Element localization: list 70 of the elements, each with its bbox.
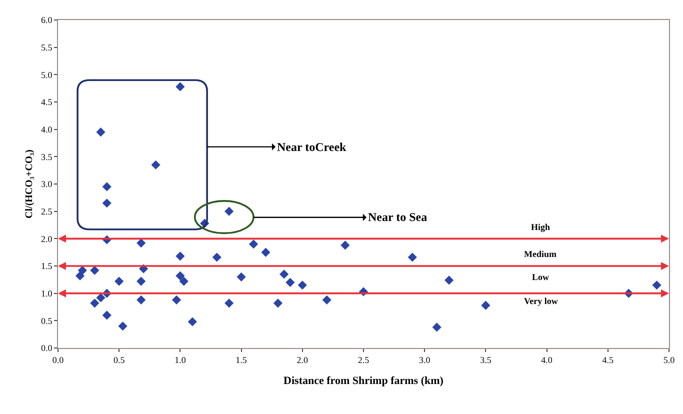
y-tick-label: 2.0 bbox=[40, 234, 53, 244]
x-tick-label: 1.5 bbox=[236, 354, 248, 365]
y-tick-label: 3.0 bbox=[40, 179, 53, 190]
x-axis-title: Distance from Shrimp farms (km) bbox=[284, 375, 444, 387]
point bbox=[114, 276, 124, 286]
point bbox=[280, 270, 289, 279]
point bbox=[408, 252, 417, 262]
point bbox=[432, 322, 442, 332]
point bbox=[322, 295, 332, 304]
annotation: Near toCreek bbox=[277, 140, 347, 154]
y-tick-label: 6.0 bbox=[40, 15, 53, 26]
point bbox=[179, 276, 188, 286]
y-tick-label: 5.5 bbox=[40, 42, 53, 52]
y-tick-label: 0.5 bbox=[40, 316, 53, 326]
x-tick-label: 1.0 bbox=[174, 354, 186, 365]
x-tick-label: 2.0 bbox=[296, 354, 309, 365]
x-tick-label: 5.0 bbox=[663, 354, 676, 365]
point bbox=[481, 300, 490, 310]
annotation: High bbox=[531, 222, 550, 232]
point bbox=[90, 298, 100, 308]
y-tick-label: 4.0 bbox=[40, 124, 53, 134]
x-tick-label: 3.0 bbox=[418, 354, 431, 365]
x-tick-label: 2.5 bbox=[358, 354, 370, 365]
x-tick-label: 0.0 bbox=[52, 354, 64, 365]
point bbox=[176, 252, 185, 261]
point bbox=[102, 198, 112, 208]
point bbox=[286, 278, 295, 287]
point bbox=[224, 206, 234, 216]
point bbox=[261, 248, 270, 257]
point bbox=[96, 293, 106, 302]
x-tick-label: 0.5 bbox=[113, 354, 126, 365]
point bbox=[96, 128, 106, 137]
point bbox=[172, 295, 182, 304]
point bbox=[102, 182, 112, 192]
point bbox=[102, 310, 112, 320]
y-tick-label: 3.5 bbox=[40, 152, 53, 162]
point bbox=[151, 160, 160, 170]
point bbox=[298, 280, 307, 290]
point bbox=[224, 298, 234, 308]
point bbox=[248, 240, 258, 249]
point bbox=[176, 82, 185, 92]
x-tick-label: 3.5 bbox=[480, 354, 492, 365]
point bbox=[340, 240, 350, 250]
y-tick-label: 1.5 bbox=[40, 261, 53, 272]
point bbox=[78, 266, 87, 275]
point bbox=[136, 276, 146, 286]
y-tick-label: 2.5 bbox=[40, 206, 53, 216]
point bbox=[136, 295, 146, 304]
y-tick-label: 1.0 bbox=[40, 288, 53, 298]
annotation: Very low bbox=[524, 296, 558, 306]
y-axis-title: Cl/(HCO₃+CO₃) bbox=[24, 150, 35, 218]
point bbox=[273, 298, 283, 308]
point bbox=[136, 238, 146, 248]
y-tick-label: 5.0 bbox=[40, 70, 53, 80]
annotation: Near to Sea bbox=[368, 210, 428, 224]
point bbox=[176, 271, 185, 280]
point bbox=[444, 276, 454, 285]
y-tick-label: 4.5 bbox=[40, 97, 53, 108]
annotation: Low bbox=[532, 272, 550, 282]
point bbox=[652, 280, 662, 290]
point bbox=[188, 317, 197, 326]
point bbox=[75, 271, 85, 280]
point bbox=[236, 272, 246, 282]
point bbox=[212, 252, 222, 262]
point bbox=[118, 322, 128, 331]
annotation: Medium bbox=[524, 249, 557, 259]
x-tick-label: 4.5 bbox=[602, 354, 614, 365]
x-tick-label: 4.0 bbox=[541, 354, 553, 365]
point bbox=[90, 266, 100, 275]
y-tick-label: 0.0 bbox=[40, 343, 53, 354]
